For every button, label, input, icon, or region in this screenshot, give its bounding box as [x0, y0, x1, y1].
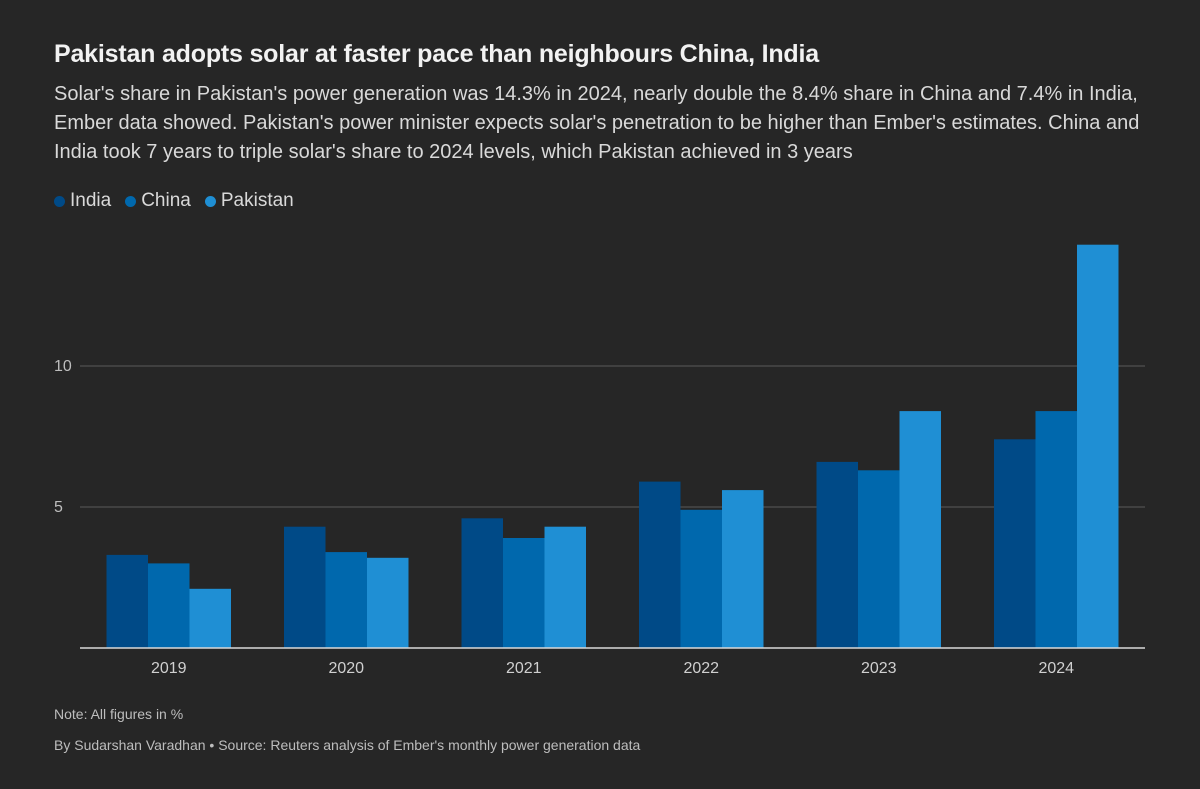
bar-india-2020 [284, 526, 326, 648]
legend-label-pakistan: Pakistan [220, 190, 294, 211]
bar-india-2022 [639, 481, 681, 648]
bar-china-2019 [148, 563, 190, 648]
x-tick-label-2023: 2023 [861, 660, 897, 677]
x-tick-label-2020: 2020 [328, 660, 364, 677]
legend-label-india: India [70, 190, 112, 211]
bar-pakistan-2022 [722, 490, 764, 648]
x-tick-label-2022: 2022 [683, 660, 719, 677]
y-tick-label-10: 10 [54, 358, 72, 375]
legend-swatch-china [125, 195, 137, 207]
chart-subtitle: Solar's share in Pakistan's power genera… [54, 83, 1140, 163]
bar-india-2024 [994, 439, 1036, 648]
bar-pakistan-2024 [1077, 244, 1119, 648]
bar-india-2023 [816, 461, 858, 648]
bar-pakistan-2021 [544, 526, 586, 648]
bar-china-2023 [858, 470, 900, 648]
chart-title: Pakistan adopts solar at faster pace tha… [54, 40, 819, 68]
footnote: Note: All figures in % [54, 706, 184, 722]
source-credit: By Sudarshan Varadhan • Source: Reuters … [54, 737, 641, 753]
x-tick-label-2021: 2021 [506, 660, 542, 677]
legend-label-china: China [141, 190, 191, 211]
bar-china-2021 [503, 538, 545, 648]
legend-swatch-pakistan [204, 195, 216, 207]
legend-swatch-india [54, 195, 65, 207]
legend-item-china: China [125, 190, 191, 212]
legend-item-pakistan: Pakistan [204, 190, 294, 212]
legend-item-india: India [54, 190, 111, 212]
chart-legend: India China Pakistan [54, 190, 308, 212]
bar-pakistan-2020 [367, 557, 409, 648]
bar-india-2021 [461, 518, 503, 648]
bar-china-2022 [680, 509, 722, 648]
bar-china-2024 [1035, 411, 1077, 648]
bar-pakistan-2019 [189, 588, 231, 648]
bar-chart: 5 10 2019 2020 2021 2022 2023 2024 [54, 244, 1145, 677]
x-tick-label-2024: 2024 [1038, 660, 1074, 677]
bar-china-2020 [325, 552, 367, 648]
x-tick-label-2019: 2019 [151, 660, 187, 677]
bar-pakistan-2023 [899, 411, 941, 648]
bar-india-2019 [106, 554, 148, 648]
y-tick-label-5: 5 [54, 499, 63, 516]
